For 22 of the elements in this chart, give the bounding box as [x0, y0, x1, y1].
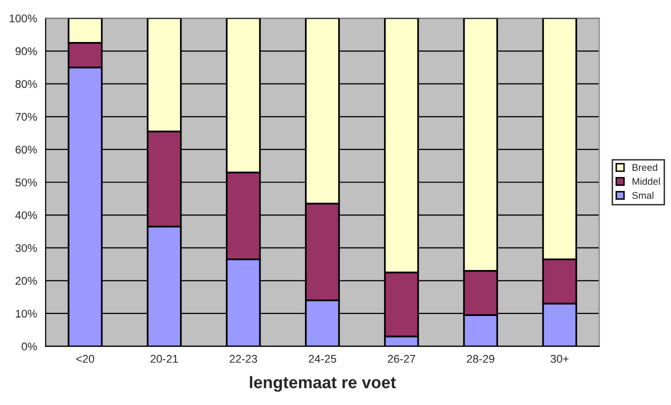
- y-tick-label: 10%: [16, 310, 37, 318]
- y-tick-label: 50%: [16, 178, 37, 186]
- y-tick-label: 30%: [15, 244, 37, 252]
- x-tick-label: 30+: [550, 354, 569, 363]
- x-tick-label: 22-23: [230, 354, 258, 363]
- y-tick-label: 90%: [16, 47, 37, 56]
- x-tick-label: 20-21: [150, 354, 178, 363]
- legend-label: Smal: [632, 192, 654, 199]
- legend-label: Middel: [632, 178, 660, 185]
- y-tick-label: 80%: [16, 80, 37, 88]
- x-tick-label: 28-29: [466, 354, 494, 363]
- y-tick-label: 0%: [22, 342, 37, 350]
- y-tick-label: 40%: [15, 211, 37, 220]
- y-tick-label: 70%: [16, 112, 37, 121]
- x-tick-label: <20: [76, 354, 94, 363]
- x-axis-title: lengtemaat re voet: [250, 376, 396, 392]
- x-tick-label: 24-25: [308, 354, 336, 363]
- y-tick-label: 60%: [16, 146, 37, 154]
- y-tick-label: 100%: [10, 14, 37, 22]
- y-tick-label: 20%: [16, 276, 37, 285]
- legend-label: Breed: [632, 164, 658, 171]
- x-tick-label: 26-27: [388, 354, 416, 363]
